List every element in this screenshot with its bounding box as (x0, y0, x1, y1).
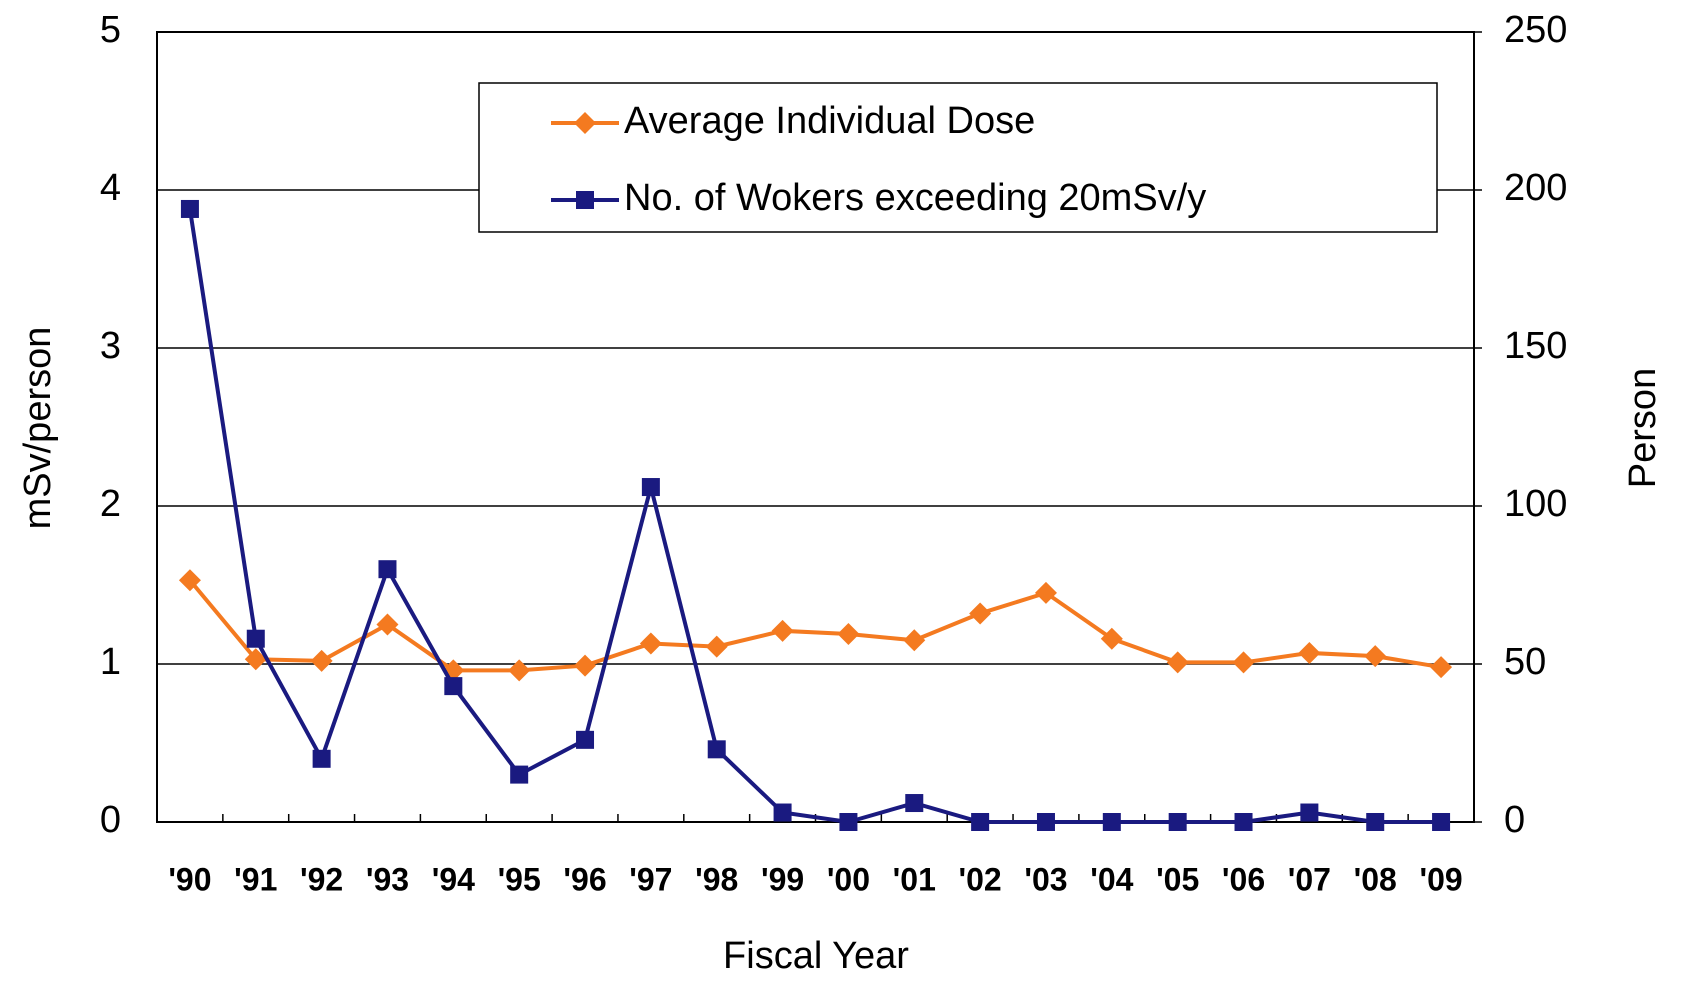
data-point (905, 794, 924, 813)
data-point (641, 478, 660, 497)
x-tick-label: '96 (563, 861, 606, 897)
data-point (903, 629, 926, 652)
x-tick-label: '99 (761, 861, 804, 897)
data-point (707, 740, 726, 759)
data-point (508, 659, 531, 682)
legend-label: Average Individual Dose (624, 100, 1035, 142)
y-tick-label: 4 (100, 167, 121, 209)
x-tick-label: '06 (1222, 861, 1265, 897)
data-point (576, 730, 595, 749)
y2-tick-label: 150 (1504, 325, 1567, 367)
data-point (1364, 645, 1387, 668)
x-tick-label: '00 (827, 861, 870, 897)
data-point (1234, 813, 1253, 831)
data-point (574, 654, 597, 677)
y-tick-label: 0 (100, 799, 121, 841)
legend-marker (576, 191, 594, 209)
x-tick-label: '04 (1090, 861, 1133, 897)
x-tick-label: '93 (366, 861, 409, 897)
data-point (310, 649, 333, 672)
data-point (1100, 627, 1123, 650)
data-point (1432, 813, 1451, 831)
legend-marker (574, 112, 596, 134)
y2-tick-label: 100 (1504, 483, 1567, 525)
x-tick-label: '07 (1288, 861, 1331, 897)
x-tick-label: '97 (629, 861, 672, 897)
data-point (1232, 651, 1255, 674)
data-point (1298, 641, 1321, 664)
y2-tick-label: 200 (1504, 167, 1567, 209)
x-tick-label: '02 (959, 861, 1002, 897)
data-point (246, 629, 265, 648)
x-tick-label: '05 (1156, 861, 1199, 897)
data-point (639, 632, 662, 655)
x-tick-label: '92 (300, 861, 343, 897)
data-point (312, 749, 331, 768)
data-point (378, 560, 397, 579)
legend-label: No. of Wokers exceeding 20mSv/y (624, 177, 1206, 219)
y2-tick-label: 0 (1504, 799, 1525, 841)
data-point (1168, 813, 1187, 831)
x-tick-label: '90 (168, 861, 211, 897)
y-tick-label: 5 (100, 9, 121, 51)
data-point (771, 619, 794, 642)
data-point (705, 635, 728, 658)
x-tick-label: '98 (695, 861, 738, 897)
data-point (1102, 813, 1121, 831)
data-point (1430, 656, 1453, 679)
y2-axis-title: Person (1622, 368, 1664, 488)
data-point (837, 622, 860, 645)
x-tick-label: '08 (1354, 861, 1397, 897)
data-point (773, 803, 792, 822)
data-point (971, 813, 990, 831)
data-point (1300, 803, 1319, 822)
data-point (1166, 651, 1189, 674)
data-point (178, 569, 201, 592)
y-tick-label: 1 (100, 641, 121, 683)
data-point (180, 199, 199, 218)
y-axis-title: mSv/person (17, 327, 59, 530)
y2-tick-label: 250 (1504, 9, 1567, 51)
data-point (510, 765, 529, 784)
y2-tick-label: 50 (1504, 641, 1546, 683)
data-point (1034, 581, 1057, 604)
data-point (1036, 813, 1055, 831)
x-tick-label: '01 (893, 861, 936, 897)
x-tick-label: '09 (1419, 861, 1462, 897)
legend-box (478, 82, 1438, 233)
x-axis-title: Fiscal Year (723, 935, 909, 977)
data-point (839, 813, 858, 831)
x-tick-label: '94 (432, 861, 475, 897)
series-line (187, 208, 1442, 825)
x-tick-label: '95 (498, 861, 541, 897)
data-point (444, 677, 463, 696)
data-point (376, 613, 399, 636)
x-tick-label: '91 (234, 861, 277, 897)
y-tick-label: 2 (100, 483, 121, 525)
data-point (244, 648, 267, 671)
data-point (969, 602, 992, 625)
data-point (1366, 813, 1385, 831)
y-tick-label: 3 (100, 325, 121, 367)
x-tick-label: '03 (1024, 861, 1067, 897)
